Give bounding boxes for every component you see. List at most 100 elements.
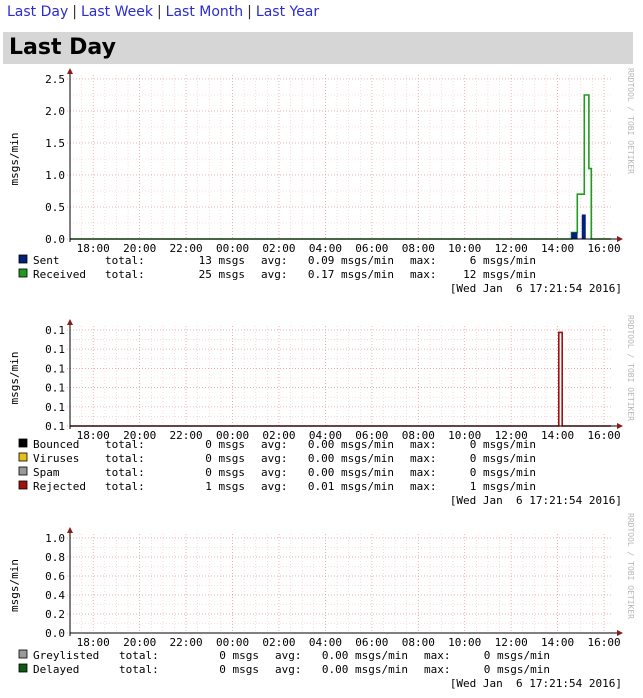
nav-link-last-year[interactable]: Last Year: [255, 4, 320, 20]
x-tick-label: 12:00: [495, 242, 528, 255]
legend-avg-label: avg:: [261, 480, 288, 493]
y-tick-label: 0.8: [45, 551, 65, 564]
x-tick-label: 06:00: [355, 429, 388, 442]
x-tick-label: 08:00: [402, 636, 435, 649]
legend-max: 0 msgs/min: [470, 438, 536, 451]
x-tick-label: 16:00: [587, 242, 620, 255]
x-tick-label: 18:00: [77, 429, 110, 442]
x-tick-label: 12:00: [495, 636, 528, 649]
page-title: Last Day: [9, 35, 116, 60]
watermark-text: RRDTOOL / TOBI OETIKER: [626, 513, 635, 619]
legend-name: Greylisted: [33, 649, 99, 662]
legend-max-label: max:: [410, 268, 437, 281]
legend-total: 0 msgs: [219, 663, 259, 676]
y-axis-label: msgs/min: [8, 352, 21, 405]
legend-avg-label: avg:: [261, 466, 288, 479]
legend-total: 13 msgs: [199, 254, 245, 267]
legend-total: 0 msgs: [205, 466, 245, 479]
x-tick-label: 18:00: [77, 242, 110, 255]
legend-swatch-delayed: [18, 663, 28, 673]
legend-name: Rejected: [33, 480, 86, 493]
legend-total-label: total:: [105, 438, 145, 451]
x-tick-label: 22:00: [170, 429, 203, 442]
graph-traffic: 18:00 20:00 22:00 00:00 02:00 04:00 06:00 08:00…: [8, 68, 635, 295]
x-axis-arrow: [617, 423, 623, 429]
series-line-rejected: [70, 331, 611, 427]
legend-avg-label: avg:: [261, 438, 288, 451]
y-tick-label: 0.2: [45, 608, 65, 621]
legend-swatch-received: [18, 268, 28, 278]
nav-link-last-week[interactable]: Last Week: [80, 4, 153, 20]
x-tick-label: 06:00: [355, 636, 388, 649]
y-tick-label: 1.0: [45, 532, 65, 545]
legend-max-label: max:: [410, 466, 437, 479]
x-tick-label: 16:00: [587, 429, 620, 442]
legend-total-label: total:: [105, 268, 145, 281]
y-tick-label: 0.1: [45, 382, 65, 395]
legend-total-label: total:: [105, 480, 145, 493]
legend-avg-label: avg:: [275, 663, 302, 676]
legend-max: 0 msgs/min: [484, 663, 550, 676]
series-line-received: [70, 94, 611, 240]
x-tick-label: 00:00: [216, 429, 249, 442]
y-tick-label: 1.5: [45, 137, 65, 150]
legend-name: Sent: [33, 254, 60, 267]
y-tick-label: 0.0: [45, 627, 65, 640]
x-tick-label: 10:00: [448, 242, 481, 255]
legend-avg: 0.00 msgs/min: [322, 663, 408, 676]
y-axis-arrow: [67, 319, 73, 325]
x-tick-label: 08:00: [402, 242, 435, 255]
y-axis-label: msgs/min: [8, 133, 21, 186]
x-tick-label: 02:00: [262, 429, 295, 442]
x-tick-label: 00:00: [216, 636, 249, 649]
legend-swatch-spam: [18, 466, 28, 476]
legend-max: 12 msgs/min: [463, 268, 536, 281]
legend-avg-label: avg:: [261, 268, 288, 281]
y-tick-label: 0.1: [45, 420, 65, 433]
legend-avg: 0.01 msgs/min: [308, 480, 394, 493]
legend-max: 0 msgs/min: [470, 466, 536, 479]
x-tick-label: 02:00: [262, 242, 295, 255]
graph-delays: 18:00 20:00 22:00 00:00 02:00 04:00 06:00 08:00…: [8, 513, 635, 690]
x-axis-arrow: [617, 630, 623, 636]
legend-max-label: max:: [410, 480, 437, 493]
nav-link-last-day[interactable]: Last Day: [7, 4, 69, 20]
legend-total: 0 msgs: [219, 649, 259, 662]
y-tick-label: 0.4: [45, 589, 65, 602]
y-tick-label: 0.1: [45, 362, 65, 375]
x-tick-label: 20:00: [123, 242, 156, 255]
legend-name: Received: [33, 268, 86, 281]
legend-avg: 0.00 msgs/min: [322, 649, 408, 662]
y-tick-label: 1.0: [45, 169, 65, 182]
y-tick-label: 0.6: [45, 570, 65, 583]
legend-max: 0 msgs/min: [484, 649, 550, 662]
series-area-sent: [70, 214, 611, 240]
legend-total: 0 msgs: [205, 452, 245, 465]
y-axis-arrow: [67, 527, 73, 533]
legend-total-label: total:: [119, 649, 159, 662]
y-tick-label: 0.1: [45, 401, 65, 414]
legend-max: 0 msgs/min: [470, 452, 536, 465]
legend-max: 1 msgs/min: [470, 480, 536, 493]
y-tick-label: 0.5: [45, 201, 65, 214]
nav-link-last-month[interactable]: Last Month: [165, 4, 244, 20]
legend-total-label: total:: [105, 254, 145, 267]
legend-max: 6 msgs/min: [470, 254, 536, 267]
legend-swatch-viruses: [18, 452, 28, 462]
y-tick-label: 2.0: [45, 105, 65, 118]
graph-rejections: 18:00 20:00 22:00 00:00 02:00 04:00 06:00 08:00…: [8, 315, 635, 507]
x-tick-label: 14:00: [541, 636, 574, 649]
legend-max-label: max:: [424, 649, 451, 662]
legend-total: 1 msgs: [205, 480, 245, 493]
y-tick-label: 0.0: [45, 233, 65, 246]
legend-max-label: max:: [410, 438, 437, 451]
y-tick-label: 2.5: [45, 73, 65, 86]
y-tick-label: 0.1: [45, 324, 65, 337]
legend-max-label: max:: [410, 254, 437, 267]
watermark-text: RRDTOOL / TOBI OETIKER: [626, 68, 635, 174]
y-axis-label: msgs/min: [8, 559, 21, 612]
x-tick-label: 08:00: [402, 429, 435, 442]
legend-total: 0 msgs: [205, 438, 245, 451]
x-tick-label: 00:00: [216, 242, 249, 255]
period-nav: Last Day | Last Week | Last Month | Last Year: [7, 4, 319, 20]
